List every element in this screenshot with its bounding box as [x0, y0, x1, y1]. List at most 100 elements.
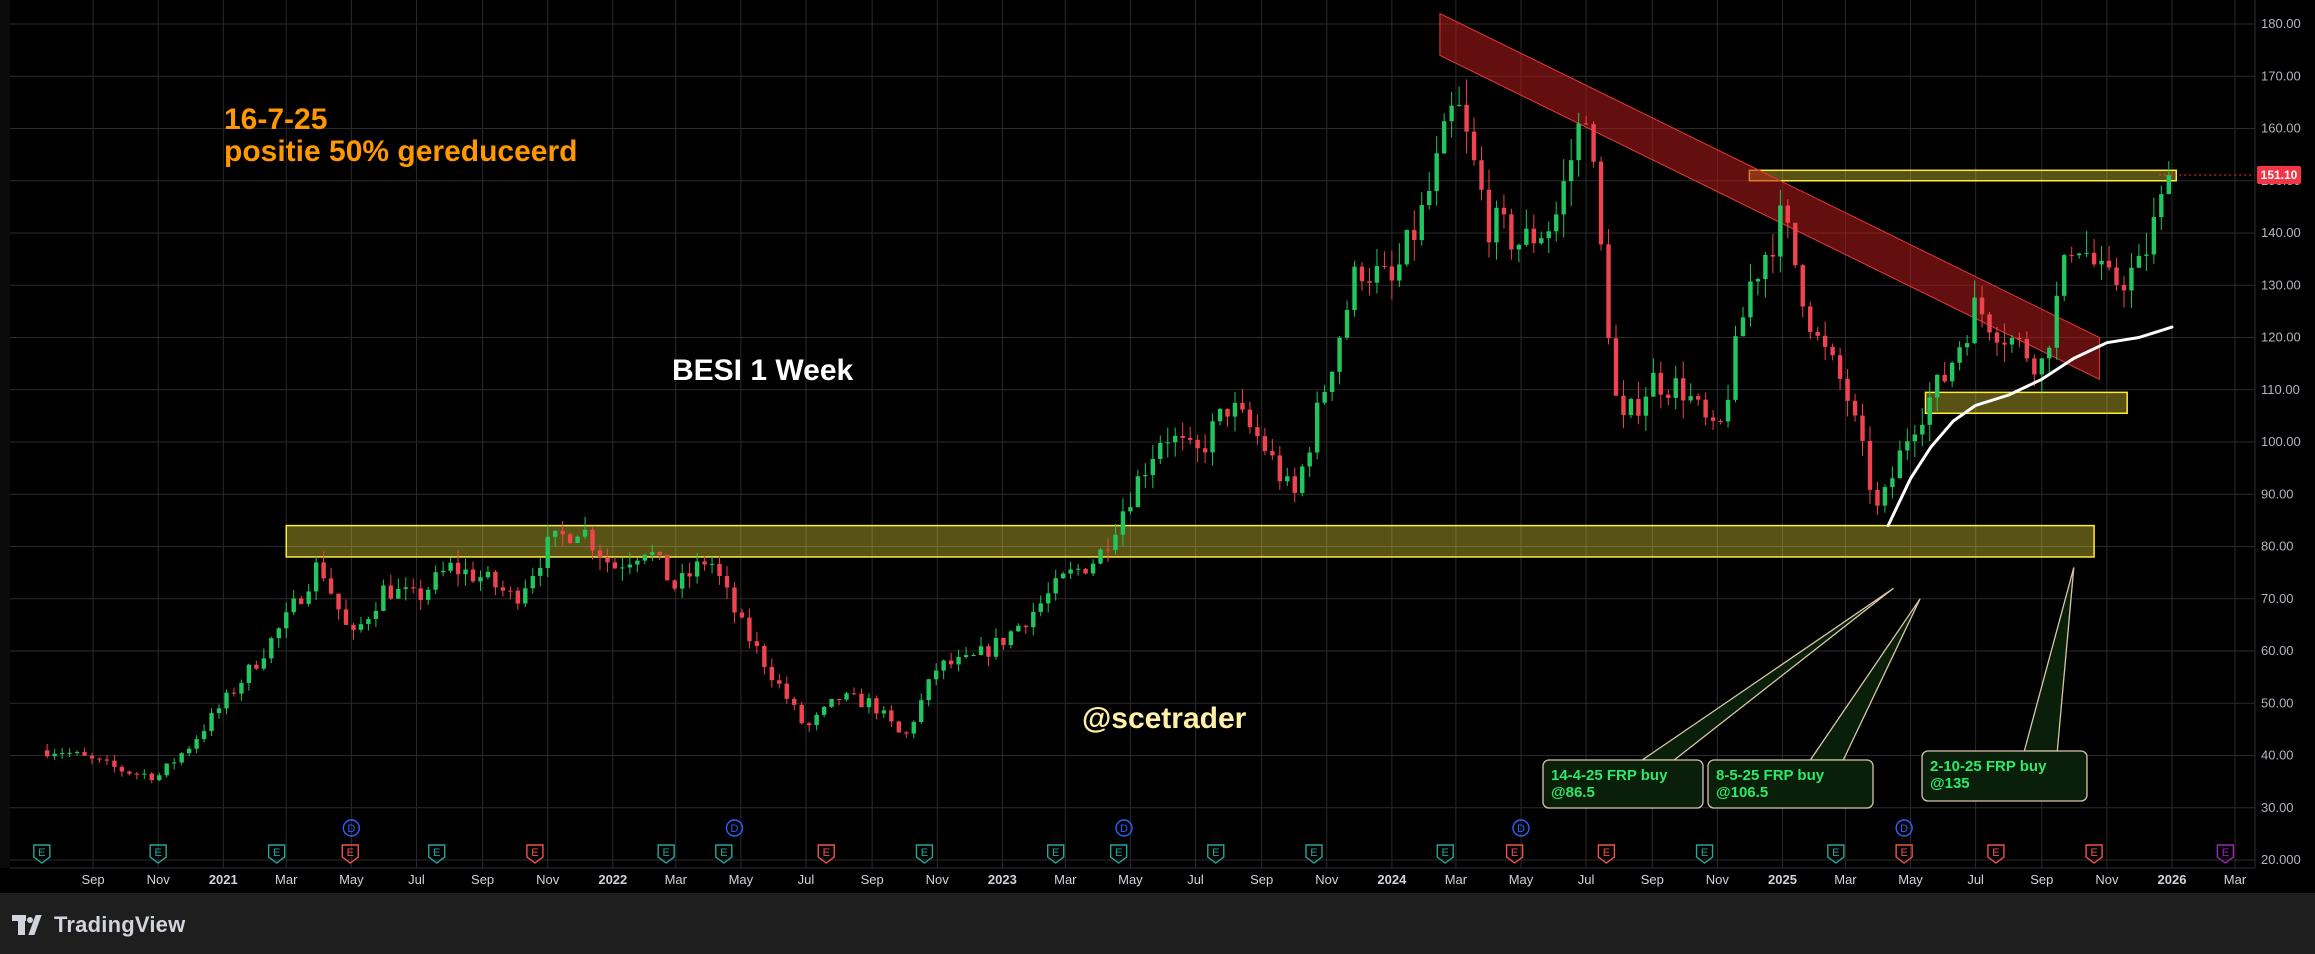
candle-up: [1031, 611, 1036, 628]
candle-up: [844, 693, 849, 700]
candle-down: [2002, 342, 2007, 345]
note-text: positie 50% gereduceerd: [224, 135, 577, 168]
candle-down: [948, 660, 954, 665]
candle-up: [1090, 563, 1096, 574]
candle-up: [1150, 458, 1156, 476]
candle-up: [1972, 297, 1977, 344]
candle-down: [1382, 266, 1387, 268]
earnings-marker-letter: E: [720, 847, 727, 859]
candle-down: [388, 585, 394, 599]
candle-down: [672, 580, 677, 589]
earnings-marker: [1207, 844, 1225, 864]
earnings-marker: [341, 844, 359, 864]
candlestick-series: [44, 79, 2171, 784]
candle-up: [440, 570, 446, 573]
candle-down: [560, 530, 565, 535]
tradingview-logo[interactable]: TradingView: [12, 912, 185, 938]
candle-up: [1927, 397, 1932, 425]
earnings-marker: [1505, 844, 1524, 864]
earnings-marker-letter: E: [1310, 847, 1317, 859]
x-axis: Sep Nov 2021 Mar May Jul Sep Nov 2022 Mar May Jul Se…: [82, 872, 2247, 887]
earnings-marker-letter: E: [2090, 847, 2097, 859]
candle-up: [67, 752, 72, 754]
candle-down: [1367, 281, 1372, 283]
earnings-marker: [1305, 844, 1323, 864]
footer-bar: [0, 893, 2315, 954]
candle-down: [455, 562, 461, 575]
candle-down: [470, 569, 476, 582]
earnings-marker-letter: E: [1992, 847, 1999, 859]
candle-up: [1060, 573, 1066, 579]
event-markers: E E E E E E E E E E E E E E E E E E E E E E ED D D D D: [33, 819, 2235, 864]
candle-down: [1023, 625, 1029, 628]
dividend-marker: [1512, 819, 1530, 837]
y-axis-panel[interactable]: [2255, 0, 2315, 893]
candle-down: [851, 693, 857, 695]
candle-up: [74, 752, 80, 754]
callout-line-1: 14-4-25 FRP buy: [1551, 767, 1668, 784]
chart-background: [0, 0, 2315, 893]
earnings-marker-letter: E: [155, 847, 162, 859]
candle-up: [926, 679, 931, 701]
candle-down: [149, 773, 154, 781]
y-tick-label: 60.00: [2261, 643, 2294, 658]
candle-up: [1434, 153, 1439, 191]
callouts: 14-4-25 FRP buy@86.5 8-5-25 FRP buy@106.5…: [1542, 567, 2088, 809]
earnings-marker-letter: E: [273, 847, 280, 859]
earnings-marker-letter: E: [663, 847, 670, 859]
candle-down: [1837, 355, 1843, 379]
candle-up: [284, 612, 289, 629]
candle-up: [224, 692, 229, 709]
candle-down: [1808, 306, 1813, 332]
candle-up: [694, 561, 700, 577]
earnings-marker-letter: E: [1603, 847, 1610, 859]
candle-up: [1539, 238, 1544, 244]
candle-up: [650, 552, 655, 555]
candle-down: [1270, 451, 1275, 456]
candle-up: [239, 683, 244, 694]
earnings-marker-letter: E: [433, 847, 440, 859]
candle-up: [1053, 578, 1058, 594]
candle-up: [1628, 398, 1634, 415]
candle-up: [1232, 402, 1238, 417]
candle-down: [500, 587, 506, 591]
candle-up: [1673, 378, 1678, 398]
candle-up: [463, 569, 468, 575]
candle-up: [1337, 337, 1342, 372]
candle-up: [1098, 549, 1103, 564]
x-tick-label: Jul: [408, 872, 425, 887]
earnings-marker: [33, 844, 51, 864]
x-tick-label: Jul: [1967, 872, 1984, 887]
x-tick-label: May: [1118, 872, 1143, 887]
candle-up: [2166, 175, 2171, 195]
left-edge-strip: [0, 0, 10, 893]
candle-up: [216, 708, 222, 714]
candle-up: [291, 598, 296, 613]
candle-down: [1830, 346, 1835, 356]
candle-up: [358, 624, 364, 630]
candle-down: [762, 645, 767, 667]
candle-down: [1815, 331, 1820, 336]
candle-up: [1158, 442, 1163, 459]
x-axis-panel[interactable]: [0, 868, 2255, 893]
x-tick-label: Mar: [1054, 872, 1077, 887]
candle-down: [1202, 448, 1208, 453]
y-tick-label: 40.00: [2261, 748, 2294, 763]
candle-up: [1300, 466, 1305, 493]
candle-up: [1113, 534, 1118, 551]
candle-up: [171, 762, 177, 764]
candle-up: [1397, 264, 1402, 281]
candle-up: [425, 589, 431, 600]
x-tick-label: Sep: [861, 872, 884, 887]
x-tick-label: 2022: [598, 872, 627, 887]
candle-down: [1083, 568, 1088, 574]
candle-up: [1165, 442, 1170, 444]
candle-up: [1285, 476, 1290, 482]
candle-up: [1935, 374, 1940, 398]
candle-up: [627, 564, 633, 568]
earnings-marker-letter: E: [1701, 847, 1708, 859]
candle-up: [1561, 181, 1566, 215]
candle-up: [179, 753, 184, 763]
x-tick-label: Mar: [1445, 872, 1468, 887]
